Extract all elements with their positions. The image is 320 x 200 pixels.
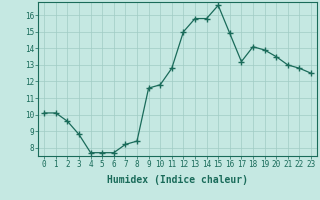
X-axis label: Humidex (Indice chaleur): Humidex (Indice chaleur) — [107, 175, 248, 185]
